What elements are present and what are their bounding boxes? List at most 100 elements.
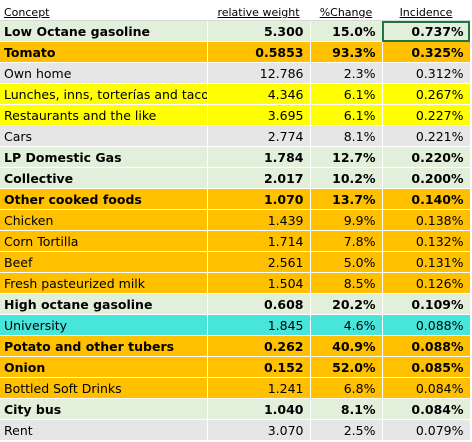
- cell-relative-weight[interactable]: 5.300: [207, 20, 311, 42]
- cell-concept[interactable]: High octane gasoline: [0, 293, 208, 315]
- cell-relative-weight[interactable]: 1.504: [207, 272, 311, 294]
- table-row: Collective 2.017 10.2% 0.200%: [0, 167, 471, 189]
- cell-incidence[interactable]: 0.131%: [382, 251, 471, 273]
- cell-percent-change[interactable]: 8.1%: [310, 125, 383, 147]
- cell-incidence[interactable]: 0.220%: [382, 146, 471, 168]
- cell-relative-weight[interactable]: 1.784: [207, 146, 311, 168]
- cell-relative-weight[interactable]: 2.774: [207, 125, 311, 147]
- cell-relative-weight[interactable]: 1.439: [207, 209, 311, 231]
- cell-relative-weight[interactable]: 1.714: [207, 230, 311, 252]
- cell-percent-change[interactable]: 6.1%: [310, 104, 383, 126]
- cell-percent-change[interactable]: 8.1%: [310, 398, 383, 420]
- cell-concept[interactable]: Cars: [0, 125, 208, 147]
- cell-concept[interactable]: Low Octane gasoline: [0, 20, 208, 42]
- cell-percent-change[interactable]: 5.0%: [310, 251, 383, 273]
- cell-concept[interactable]: Rent: [0, 419, 208, 441]
- table-row: Chicken 1.439 9.9% 0.138%: [0, 209, 471, 231]
- cell-percent-change[interactable]: 40.9%: [310, 335, 383, 357]
- cell-percent-change[interactable]: 8.5%: [310, 272, 383, 294]
- cell-incidence[interactable]: 0.200%: [382, 167, 471, 189]
- table-row: Restaurants and the like 3.695 6.1% 0.227%: [0, 104, 471, 126]
- cell-percent-change[interactable]: 13.7%: [310, 188, 383, 210]
- cell-concept[interactable]: Beef: [0, 251, 208, 273]
- cell-concept[interactable]: Own home: [0, 62, 208, 84]
- cell-percent-change[interactable]: 6.8%: [310, 377, 383, 399]
- table-row: Lunches, inns, torterías and tacos 4.346 6…: [0, 83, 471, 105]
- cell-relative-weight[interactable]: 12.786: [207, 62, 311, 84]
- cell-incidence[interactable]: 0.312%: [382, 62, 471, 84]
- cell-relative-weight[interactable]: 1.070: [207, 188, 311, 210]
- table-row: Potato and other tubers 0.262 40.9% 0.088%: [0, 335, 471, 357]
- table-row: Fresh pasteurized milk 1.504 8.5% 0.126%: [0, 272, 471, 294]
- cell-percent-change[interactable]: 6.1%: [310, 83, 383, 105]
- header-row: Concept relative weight %Change Incidenc…: [0, 0, 470, 21]
- cell-incidence[interactable]: 0.737%: [382, 20, 471, 42]
- cell-relative-weight[interactable]: 2.561: [207, 251, 311, 273]
- header-concept[interactable]: Concept: [0, 0, 207, 21]
- cell-incidence[interactable]: 0.079%: [382, 419, 471, 441]
- header-relative-weight[interactable]: relative weight: [207, 0, 310, 21]
- cell-concept[interactable]: Chicken: [0, 209, 208, 231]
- cell-incidence[interactable]: 0.088%: [382, 314, 471, 336]
- cell-incidence[interactable]: 0.088%: [382, 335, 471, 357]
- cell-percent-change[interactable]: 7.8%: [310, 230, 383, 252]
- table-row: Low Octane gasoline 5.300 15.0% 0.737%: [0, 20, 471, 42]
- cell-relative-weight[interactable]: 3.695: [207, 104, 311, 126]
- cell-relative-weight[interactable]: 3.070: [207, 419, 311, 441]
- table-row: Tomato 0.5853 93.3% 0.325%: [0, 41, 471, 63]
- cell-concept[interactable]: Onion: [0, 356, 208, 378]
- cell-concept[interactable]: Potato and other tubers: [0, 335, 208, 357]
- cell-concept[interactable]: Other cooked foods: [0, 188, 208, 210]
- cell-relative-weight[interactable]: 1.845: [207, 314, 311, 336]
- table-row: Rent 3.070 2.5% 0.079%: [0, 419, 471, 441]
- cell-relative-weight[interactable]: 1.040: [207, 398, 311, 420]
- cell-percent-change[interactable]: 10.2%: [310, 167, 383, 189]
- cell-incidence[interactable]: 0.109%: [382, 293, 471, 315]
- table-row: Corn Tortilla 1.714 7.8% 0.132%: [0, 230, 471, 252]
- header-incidence[interactable]: Incidence: [382, 0, 470, 21]
- cell-concept[interactable]: Corn Tortilla: [0, 230, 208, 252]
- cell-concept[interactable]: Tomato: [0, 41, 208, 63]
- header-percent-change[interactable]: %Change: [310, 0, 382, 21]
- cell-concept[interactable]: Fresh pasteurized milk: [0, 272, 208, 294]
- table-row: Other cooked foods 1.070 13.7% 0.140%: [0, 188, 471, 210]
- cell-concept[interactable]: Restaurants and the like: [0, 104, 208, 126]
- cell-incidence[interactable]: 0.138%: [382, 209, 471, 231]
- cell-percent-change[interactable]: 2.5%: [310, 419, 383, 441]
- cell-percent-change[interactable]: 9.9%: [310, 209, 383, 231]
- cell-percent-change[interactable]: 12.7%: [310, 146, 383, 168]
- cell-concept[interactable]: Lunches, inns, torterías and tacos: [0, 83, 208, 105]
- cell-concept[interactable]: Bottled Soft Drinks: [0, 377, 208, 399]
- cell-relative-weight[interactable]: 0.608: [207, 293, 311, 315]
- cell-concept[interactable]: LP Domestic Gas: [0, 146, 208, 168]
- cell-relative-weight[interactable]: 4.346: [207, 83, 311, 105]
- cell-percent-change[interactable]: 20.2%: [310, 293, 383, 315]
- cell-incidence[interactable]: 0.085%: [382, 356, 471, 378]
- cell-percent-change[interactable]: 93.3%: [310, 41, 383, 63]
- table-row: LP Domestic Gas 1.784 12.7% 0.220%: [0, 146, 471, 168]
- cell-incidence[interactable]: 0.132%: [382, 230, 471, 252]
- cell-incidence[interactable]: 0.227%: [382, 104, 471, 126]
- cell-percent-change[interactable]: 52.0%: [310, 356, 383, 378]
- cell-incidence[interactable]: 0.084%: [382, 398, 471, 420]
- table-row: High octane gasoline 0.608 20.2% 0.109%: [0, 293, 471, 315]
- cell-percent-change[interactable]: 4.6%: [310, 314, 383, 336]
- cell-concept[interactable]: University: [0, 314, 208, 336]
- cell-relative-weight[interactable]: 0.5853: [207, 41, 311, 63]
- cell-concept[interactable]: City bus: [0, 398, 208, 420]
- cell-percent-change[interactable]: 2.3%: [310, 62, 383, 84]
- cell-relative-weight[interactable]: 0.152: [207, 356, 311, 378]
- cell-incidence[interactable]: 0.084%: [382, 377, 471, 399]
- cell-incidence[interactable]: 0.221%: [382, 125, 471, 147]
- cell-relative-weight[interactable]: 1.241: [207, 377, 311, 399]
- cell-incidence[interactable]: 0.325%: [382, 41, 471, 63]
- cell-relative-weight[interactable]: 0.262: [207, 335, 311, 357]
- cell-incidence[interactable]: 0.140%: [382, 188, 471, 210]
- cell-incidence[interactable]: 0.126%: [382, 272, 471, 294]
- cell-relative-weight[interactable]: 2.017: [207, 167, 311, 189]
- table-row: University 1.845 4.6% 0.088%: [0, 314, 471, 336]
- cell-incidence[interactable]: 0.267%: [382, 83, 471, 105]
- cell-concept[interactable]: Collective: [0, 167, 208, 189]
- cell-percent-change[interactable]: 15.0%: [310, 20, 383, 42]
